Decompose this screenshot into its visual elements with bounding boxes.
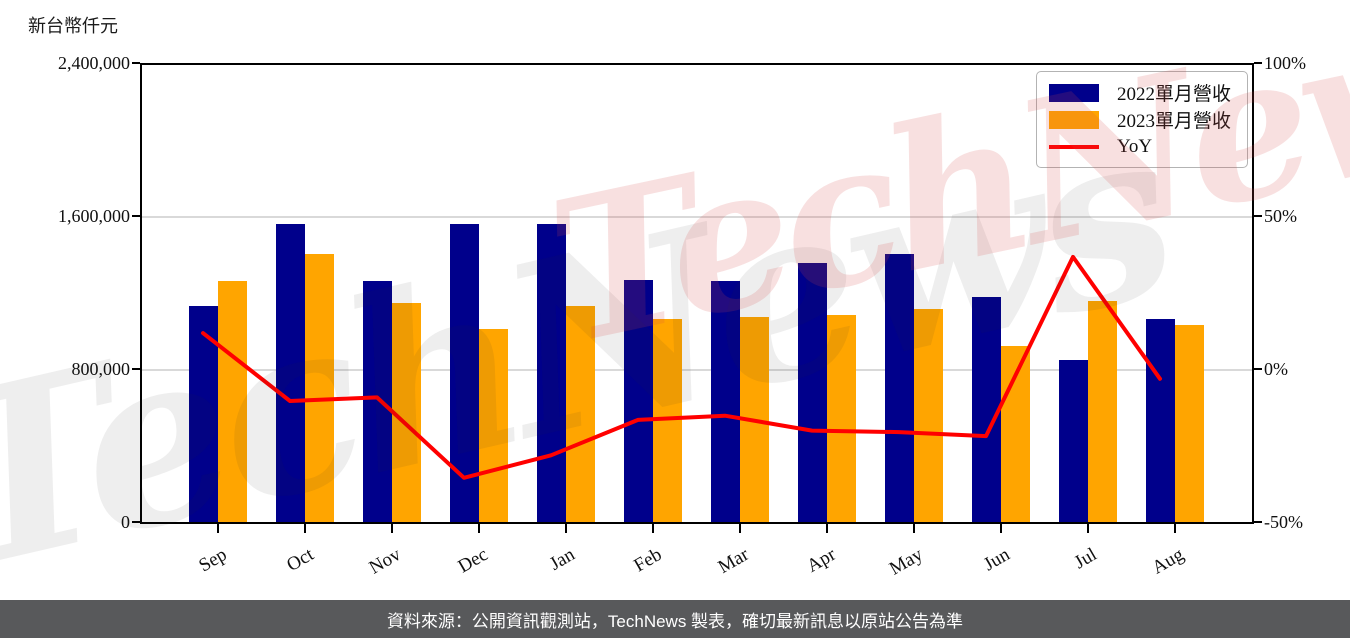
y-left-tick-label: 800,000 bbox=[71, 359, 131, 379]
bar-2022-Nov bbox=[363, 281, 392, 522]
y-right-tick-label: -50% bbox=[1264, 512, 1303, 532]
legend-swatch-2023 bbox=[1049, 110, 1099, 129]
y-left-tickmark bbox=[132, 368, 140, 370]
bar-2022-Aug bbox=[1146, 319, 1175, 522]
x-tickmark-Sep bbox=[217, 524, 219, 533]
x-tick-label-Mar: Mar bbox=[714, 544, 753, 579]
bar-2022-Oct bbox=[276, 224, 305, 522]
source-note: 資料來源：公開資訊觀測站，TechNews 製表，確切最新訊息以原站公告為準 bbox=[386, 611, 964, 631]
x-tickmark-Jan bbox=[565, 524, 567, 533]
bar-2023-Jan bbox=[566, 306, 595, 522]
bar-2022-Jan bbox=[537, 224, 566, 522]
gridline bbox=[142, 216, 1252, 219]
bar-2023-Sep bbox=[218, 281, 247, 522]
legend-swatch-2022 bbox=[1049, 83, 1099, 102]
legend-label-yoy: YoY bbox=[1117, 135, 1153, 157]
bar-2022-Mar bbox=[711, 281, 740, 522]
bar-2023-Jul bbox=[1088, 301, 1117, 522]
y-axis-unit-label: 新台幣仟元 bbox=[28, 16, 118, 36]
bar-2022-Feb bbox=[624, 280, 653, 522]
x-tickmark-Apr bbox=[826, 524, 828, 533]
bar-2023-Nov bbox=[392, 303, 421, 522]
bar-2022-Dec bbox=[450, 224, 479, 522]
yoy-line bbox=[201, 254, 1162, 480]
legend-swatch-yoy-line bbox=[1049, 144, 1099, 149]
x-tickmark-May bbox=[913, 524, 915, 533]
legend-box: 2022單月營收 2023單月營收 YoY bbox=[1036, 71, 1248, 168]
legend-item-2023: 2023單月營收 bbox=[1049, 106, 1235, 133]
bar-2023-Dec bbox=[479, 329, 508, 522]
bar-2023-Oct bbox=[305, 254, 334, 522]
y-right-tick-label: 100% bbox=[1264, 53, 1306, 73]
y-right-tickmark bbox=[1254, 368, 1262, 370]
x-tick-label-Apr: Apr bbox=[803, 544, 840, 577]
x-tickmark-Jun bbox=[1000, 524, 1002, 533]
y-right-tickmark bbox=[1254, 62, 1262, 64]
x-tickmark-Feb bbox=[652, 524, 654, 533]
bar-2023-Aug bbox=[1175, 325, 1204, 522]
bar-2023-May bbox=[914, 309, 943, 522]
legend-label-2023: 2023單月營收 bbox=[1117, 111, 1232, 132]
x-tickmark-Nov bbox=[391, 524, 393, 533]
x-tickmark-Jul bbox=[1087, 524, 1089, 533]
bar-2022-May bbox=[885, 254, 914, 522]
y-right-tickmark bbox=[1254, 521, 1262, 523]
y-left-tickmark bbox=[132, 215, 140, 217]
x-tick-label-Sep: Sep bbox=[195, 544, 231, 577]
bar-2022-Jul bbox=[1059, 360, 1088, 522]
y-left-tick-label: 0 bbox=[121, 512, 130, 532]
y-left-tick-label: 2,400,000 bbox=[58, 53, 130, 73]
legend-item-yoy: YoY bbox=[1049, 133, 1235, 160]
y-right-tickmark bbox=[1254, 215, 1262, 217]
y-left-tick-label: 1,600,000 bbox=[58, 206, 130, 226]
x-tick-label-Aug: Aug bbox=[1148, 544, 1188, 579]
x-tick-label-Jan: Jan bbox=[546, 544, 579, 575]
x-tickmark-Aug bbox=[1174, 524, 1176, 533]
y-left-tickmark bbox=[132, 62, 140, 64]
legend-label-2022: 2022單月營收 bbox=[1117, 84, 1232, 105]
x-tick-label-Oct: Oct bbox=[283, 544, 318, 576]
y-right-tick-label: 50% bbox=[1264, 206, 1297, 226]
x-tick-label-Dec: Dec bbox=[454, 544, 492, 578]
bar-2023-Apr bbox=[827, 315, 856, 522]
x-tick-label-Jun: Jun bbox=[980, 544, 1014, 576]
x-tick-label-Jul: Jul bbox=[1070, 544, 1101, 574]
gridline bbox=[142, 368, 1252, 371]
x-tickmark-Dec bbox=[478, 524, 480, 533]
x-tick-label-Nov: Nov bbox=[365, 544, 405, 579]
x-tick-label-May: May bbox=[885, 544, 927, 580]
y-right-tick-label: 0% bbox=[1264, 359, 1288, 379]
x-tickmark-Oct bbox=[304, 524, 306, 533]
bar-2022-Apr bbox=[798, 263, 827, 522]
yoy-line-layer bbox=[201, 254, 1162, 480]
footer-bar: 資料來源：公開資訊觀測站，TechNews 製表，確切最新訊息以原站公告為準 bbox=[0, 600, 1350, 638]
bar-2022-Jun bbox=[972, 297, 1001, 522]
x-tickmark-Mar bbox=[739, 524, 741, 533]
y-left-tickmark bbox=[132, 521, 140, 523]
x-tick-label-Feb: Feb bbox=[630, 544, 666, 577]
legend-item-2022: 2022單月營收 bbox=[1049, 79, 1235, 106]
